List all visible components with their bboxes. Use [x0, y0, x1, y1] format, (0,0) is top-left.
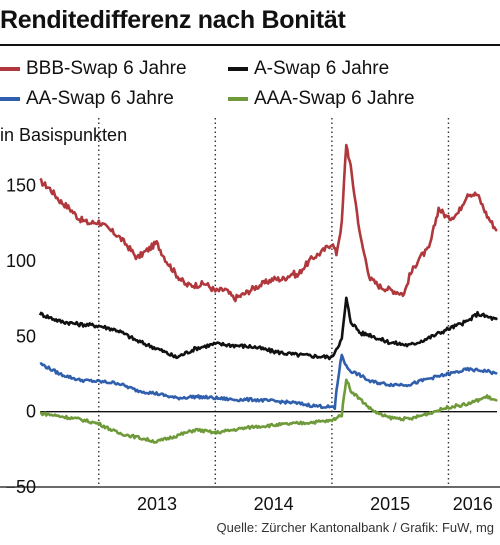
legend-swatch-a [228, 67, 248, 71]
legend-item-aaa: AAA-Swap 6 Jahre [228, 88, 415, 110]
legend-swatch-bbb [0, 67, 20, 71]
legend-label-bbb: BBB-Swap 6 Jahre [26, 58, 187, 79]
title-rule [0, 44, 500, 46]
y-tick-label-1: 0 [26, 402, 36, 422]
series-line-aaa [39, 378, 498, 444]
series-line-aa [39, 353, 498, 411]
y-tick-label-2: 50 [16, 326, 36, 346]
legend-swatch-aaa [228, 97, 248, 101]
legend-label-aaa: AAA-Swap 6 Jahre [254, 88, 415, 109]
series-line-a [38, 296, 499, 361]
source-note: Quelle: Zürcher Kantonalbank / Grafik: F… [216, 520, 494, 535]
legend-label-a: A-Swap 6 Jahre [254, 58, 390, 79]
legend: BBB-Swap 6 Jahre A-Swap 6 Jahre AA-Swap … [0, 56, 500, 116]
legend-item-a: A-Swap 6 Jahre [228, 58, 389, 80]
series-line-bbb [39, 143, 498, 303]
y-tick-label-3: 100 [6, 251, 36, 271]
legend-label-aa: AA-Swap 6 Jahre [26, 88, 174, 109]
legend-swatch-aa [0, 97, 20, 101]
y-unit-label: in Basispunkten [0, 125, 128, 145]
x-tick-label-2: 2015 [370, 494, 410, 514]
x-tick-label-1: 2014 [254, 494, 294, 514]
y-tick-label-4: 150 [6, 176, 36, 196]
chart-title: Renditedifferenz nach Bonität [0, 6, 346, 34]
x-tick-label-0: 2013 [137, 494, 177, 514]
legend-item-bbb: BBB-Swap 6 Jahre [0, 58, 187, 80]
x-tick-label-3: 2016 [453, 494, 493, 514]
legend-item-aa: AA-Swap 6 Jahre [0, 88, 174, 110]
